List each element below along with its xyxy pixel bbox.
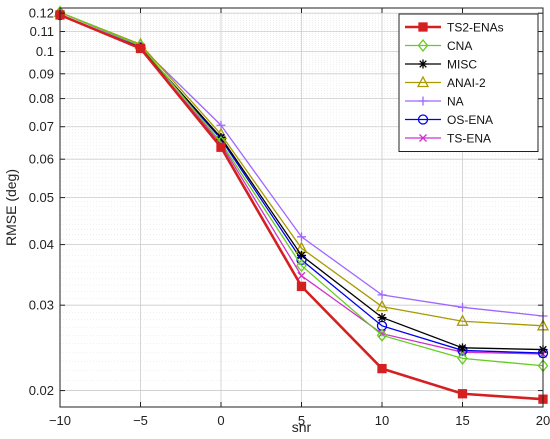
data-point-ts2-enas — [296, 281, 307, 292]
legend-marker — [419, 134, 427, 142]
legend-marker — [418, 22, 428, 32]
y-axis-label: RMSE (deg) — [3, 169, 19, 246]
y-tick-label: 0.1 — [36, 44, 54, 59]
legend-item-ts-ena: TS-ENA — [405, 131, 491, 145]
legend-label: TS-ENA — [447, 131, 491, 145]
x-tick-label: 15 — [455, 413, 469, 428]
legend-item-os-ena: OS-ENA — [405, 113, 493, 127]
x-tick-label: 10 — [375, 413, 389, 428]
x-tick-label: −5 — [133, 413, 148, 428]
y-tick-label: 0.08 — [29, 91, 54, 106]
x-axis-ticks: −10 −5 0 5 10 15 20 — [49, 8, 550, 428]
x-tick-label: 0 — [217, 413, 224, 428]
x-tick-label: −10 — [49, 413, 71, 428]
legend-marker — [417, 38, 429, 53]
data-point-ts-ena — [297, 271, 306, 280]
data-point-cna — [457, 351, 468, 365]
y-tick-label: 0.09 — [29, 66, 54, 81]
legend-item-ts2-enas: TS2-ENAs — [405, 20, 504, 34]
legend-item-anai-2: ANAI-2 — [405, 75, 486, 90]
legend-label: TS2-ENAs — [447, 20, 504, 34]
y-tick-label: 0.11 — [30, 24, 54, 39]
legend-label: MISC — [447, 57, 477, 71]
y-axis-ticks: 0.02 0.03 0.04 0.05 0.06 0.07 0.08 0.09 0.1 0.11 0… — [29, 6, 543, 398]
y-tick-label: 0.02 — [29, 383, 54, 398]
data-point-misc — [458, 343, 467, 353]
legend: TS2-ENAs CNA MISC ANAI-2 NA OS-ENA TS-ENA — [398, 13, 539, 152]
data-point-cna — [376, 328, 388, 342]
data-point-na — [377, 290, 387, 300]
data-point-ts2-enas — [216, 142, 226, 152]
data-point-ts2-enas — [377, 363, 387, 374]
y-tick-label: 0.04 — [29, 237, 54, 252]
legend-marker — [418, 59, 428, 69]
y-tick-label: 0.12 — [29, 6, 54, 21]
y-tick-label: 0.03 — [29, 298, 54, 313]
legend-label: OS-ENA — [447, 113, 493, 127]
data-point-anai-2 — [375, 299, 389, 312]
y-tick-label: 0.06 — [29, 152, 54, 167]
legend-item-na: NA — [405, 94, 464, 108]
data-point-misc — [297, 250, 306, 260]
legend-item-misc: MISC — [405, 57, 477, 71]
legend-marker — [416, 75, 430, 88]
legend-item-cna: CNA — [405, 39, 472, 53]
data-point-cna — [296, 259, 307, 273]
x-tick-label: 20 — [536, 413, 550, 428]
legend-label: CNA — [447, 39, 472, 53]
y-tick-label: 0.05 — [29, 190, 54, 205]
x-axis-label: snr — [292, 419, 312, 435]
data-point-anai-2 — [456, 314, 469, 326]
data-point-na — [458, 302, 467, 312]
data-point-ts2-enas — [135, 43, 146, 54]
data-point-misc — [377, 312, 387, 322]
legend-label: ANAI-2 — [447, 76, 486, 90]
legend-marker — [418, 96, 428, 106]
legend-marker — [417, 114, 429, 125]
data-point-ts2-enas — [457, 389, 468, 399]
x-tick-label: 5 — [298, 413, 305, 428]
legend-label: NA — [447, 94, 464, 108]
data-point-na — [297, 232, 306, 242]
y-tick-label: 0.07 — [29, 119, 54, 134]
